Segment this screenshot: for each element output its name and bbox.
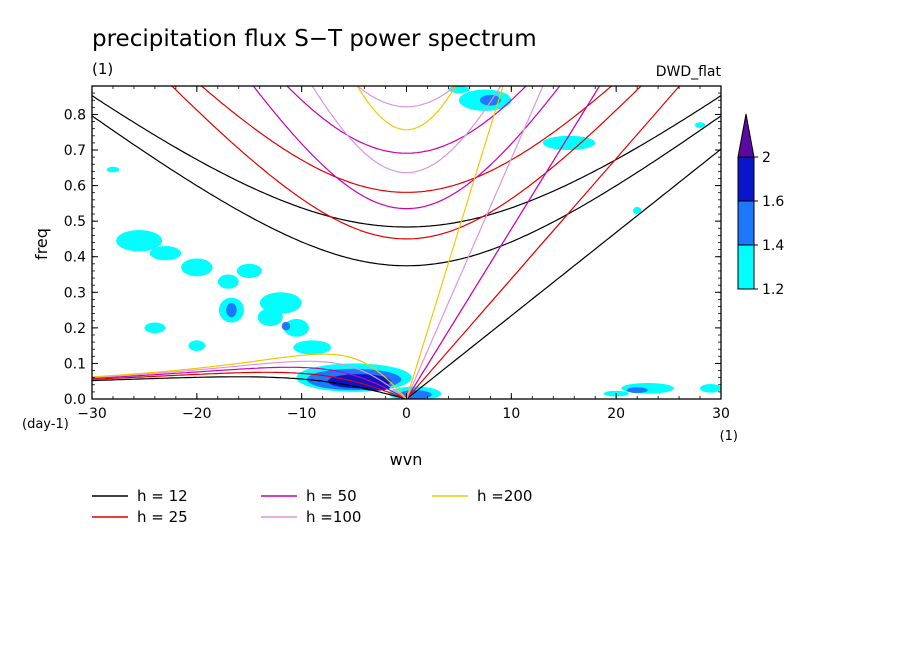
x-tick-label-3: 0 [402, 406, 411, 422]
contour-blob-11 [281, 321, 291, 331]
x-axis-label: wvn [390, 450, 423, 469]
plot-frame [91, 85, 722, 400]
rossby-curve-h25 [92, 371, 407, 399]
y-tick-label-8: 0.8 [64, 107, 86, 123]
y-tick-label-1: 0.1 [64, 356, 86, 372]
contour-blob-13 [144, 322, 166, 334]
y-tick-label-3: 0.3 [64, 285, 86, 301]
ig1-curve-h50 [252, 86, 561, 210]
contour-blob-0 [106, 166, 120, 173]
x-axis: −30 −20 −10 0 10 20 30 [77, 86, 730, 422]
ig1-curve-h25 [171, 86, 642, 240]
colorbar-label-3: 2 [762, 150, 771, 166]
rossby-curve-h12 [92, 376, 407, 399]
colorbar-label-2: 1.6 [762, 194, 784, 210]
contour-blob-26 [694, 122, 706, 128]
colorbar-label-0: 1.2 [762, 282, 784, 298]
kelvin-curve-h100 [405, 86, 544, 399]
ig2-curve-h12 [92, 95, 721, 228]
legend-label-0: h = 12 [137, 487, 188, 505]
ig1-curve-h12 [92, 115, 721, 267]
contour-blob-5 [217, 274, 239, 289]
legend-label-2: h = 50 [306, 487, 357, 505]
contour-blob-14 [188, 340, 206, 351]
colorbar: 1.2 1.4 1.6 2 [737, 113, 784, 298]
rossby-curve-h100 [92, 360, 407, 399]
y-axis: 0.0 0.1 0.2 0.3 0.4 0.5 0.6 0.7 0.8 [64, 92, 721, 408]
y-tick-label-4: 0.4 [64, 250, 86, 266]
kelvin-curve-h200 [405, 86, 504, 399]
x-tick-label-2: −10 [287, 406, 317, 422]
contour-blob-9 [257, 308, 283, 327]
x-tick-label-5: 20 [607, 406, 625, 422]
x-tick-label-1: −20 [182, 406, 212, 422]
colorbar-segment-1 [737, 200, 755, 246]
ig2-curve-h50 [286, 86, 527, 154]
contour-blob-25 [632, 206, 642, 215]
contour-blob-29 [700, 384, 721, 393]
contour-blob-10 [283, 318, 310, 337]
ig1-curve-h100 [311, 86, 502, 174]
legend-label-3: h =100 [306, 508, 361, 526]
contour-fills [106, 86, 721, 399]
contour-blob-12 [293, 340, 332, 355]
rossby-curve-h50 [92, 366, 407, 399]
contour-blob-28 [626, 387, 648, 393]
y-tick-label-7: 0.7 [64, 143, 86, 159]
x-unit-label: (1) [720, 429, 738, 444]
ig2-curve-h100 [356, 86, 457, 108]
legend-label-4: h =200 [477, 487, 532, 505]
contour-blob-1 [116, 230, 163, 252]
chart-title: precipitation flux S−T power spectrum [92, 26, 537, 52]
contour-blob-3 [181, 258, 213, 277]
y-tick-label-5: 0.5 [64, 214, 86, 230]
y-tick-label-6: 0.6 [64, 179, 86, 195]
curve-group-h25 [92, 86, 681, 399]
x-tick-label-6: 30 [712, 406, 730, 422]
y-unit-label: (day-1) [22, 417, 69, 432]
ig1-curve-h200 [356, 86, 457, 131]
kelvin-curve-h12 [406, 148, 721, 399]
y-tick-label-2: 0.2 [64, 321, 86, 337]
kelvin-curve-h25 [406, 86, 681, 399]
colorbar-label-1: 1.4 [762, 238, 784, 254]
curve-group-h200 [92, 86, 504, 399]
rossby-curve-h200 [92, 353, 407, 399]
chart-subtitle-left: (1) [92, 60, 113, 78]
chart-subtitle-right: DWD_flat [656, 64, 722, 80]
legend-label-1: h = 25 [137, 508, 188, 526]
contour-blob-2 [149, 246, 182, 261]
y-axis-label: freq [32, 228, 51, 260]
kelvin-curve-h50 [405, 86, 601, 399]
curve-group-h100 [92, 86, 544, 399]
x-tick-label-4: 10 [502, 406, 520, 422]
x-tick-label-0: −30 [77, 406, 107, 422]
colorbar-segment-2 [737, 156, 755, 202]
contour-blob-24 [542, 135, 596, 151]
curve-group-h50 [92, 86, 601, 399]
colorbar-triangle [737, 113, 755, 158]
legend: h = 12 h = 25 h = 50 h =100 h =200 [92, 487, 532, 526]
ig2-curve-h25 [200, 86, 613, 193]
colorbar-segment-0 [737, 244, 755, 290]
contour-blob-22 [479, 94, 501, 106]
y-tick-label-0: 0.0 [64, 392, 86, 408]
contour-blob-8 [226, 302, 237, 318]
curve-group-h12 [92, 95, 721, 399]
contour-blob-4 [236, 263, 262, 279]
dispersion-curves [92, 86, 721, 399]
